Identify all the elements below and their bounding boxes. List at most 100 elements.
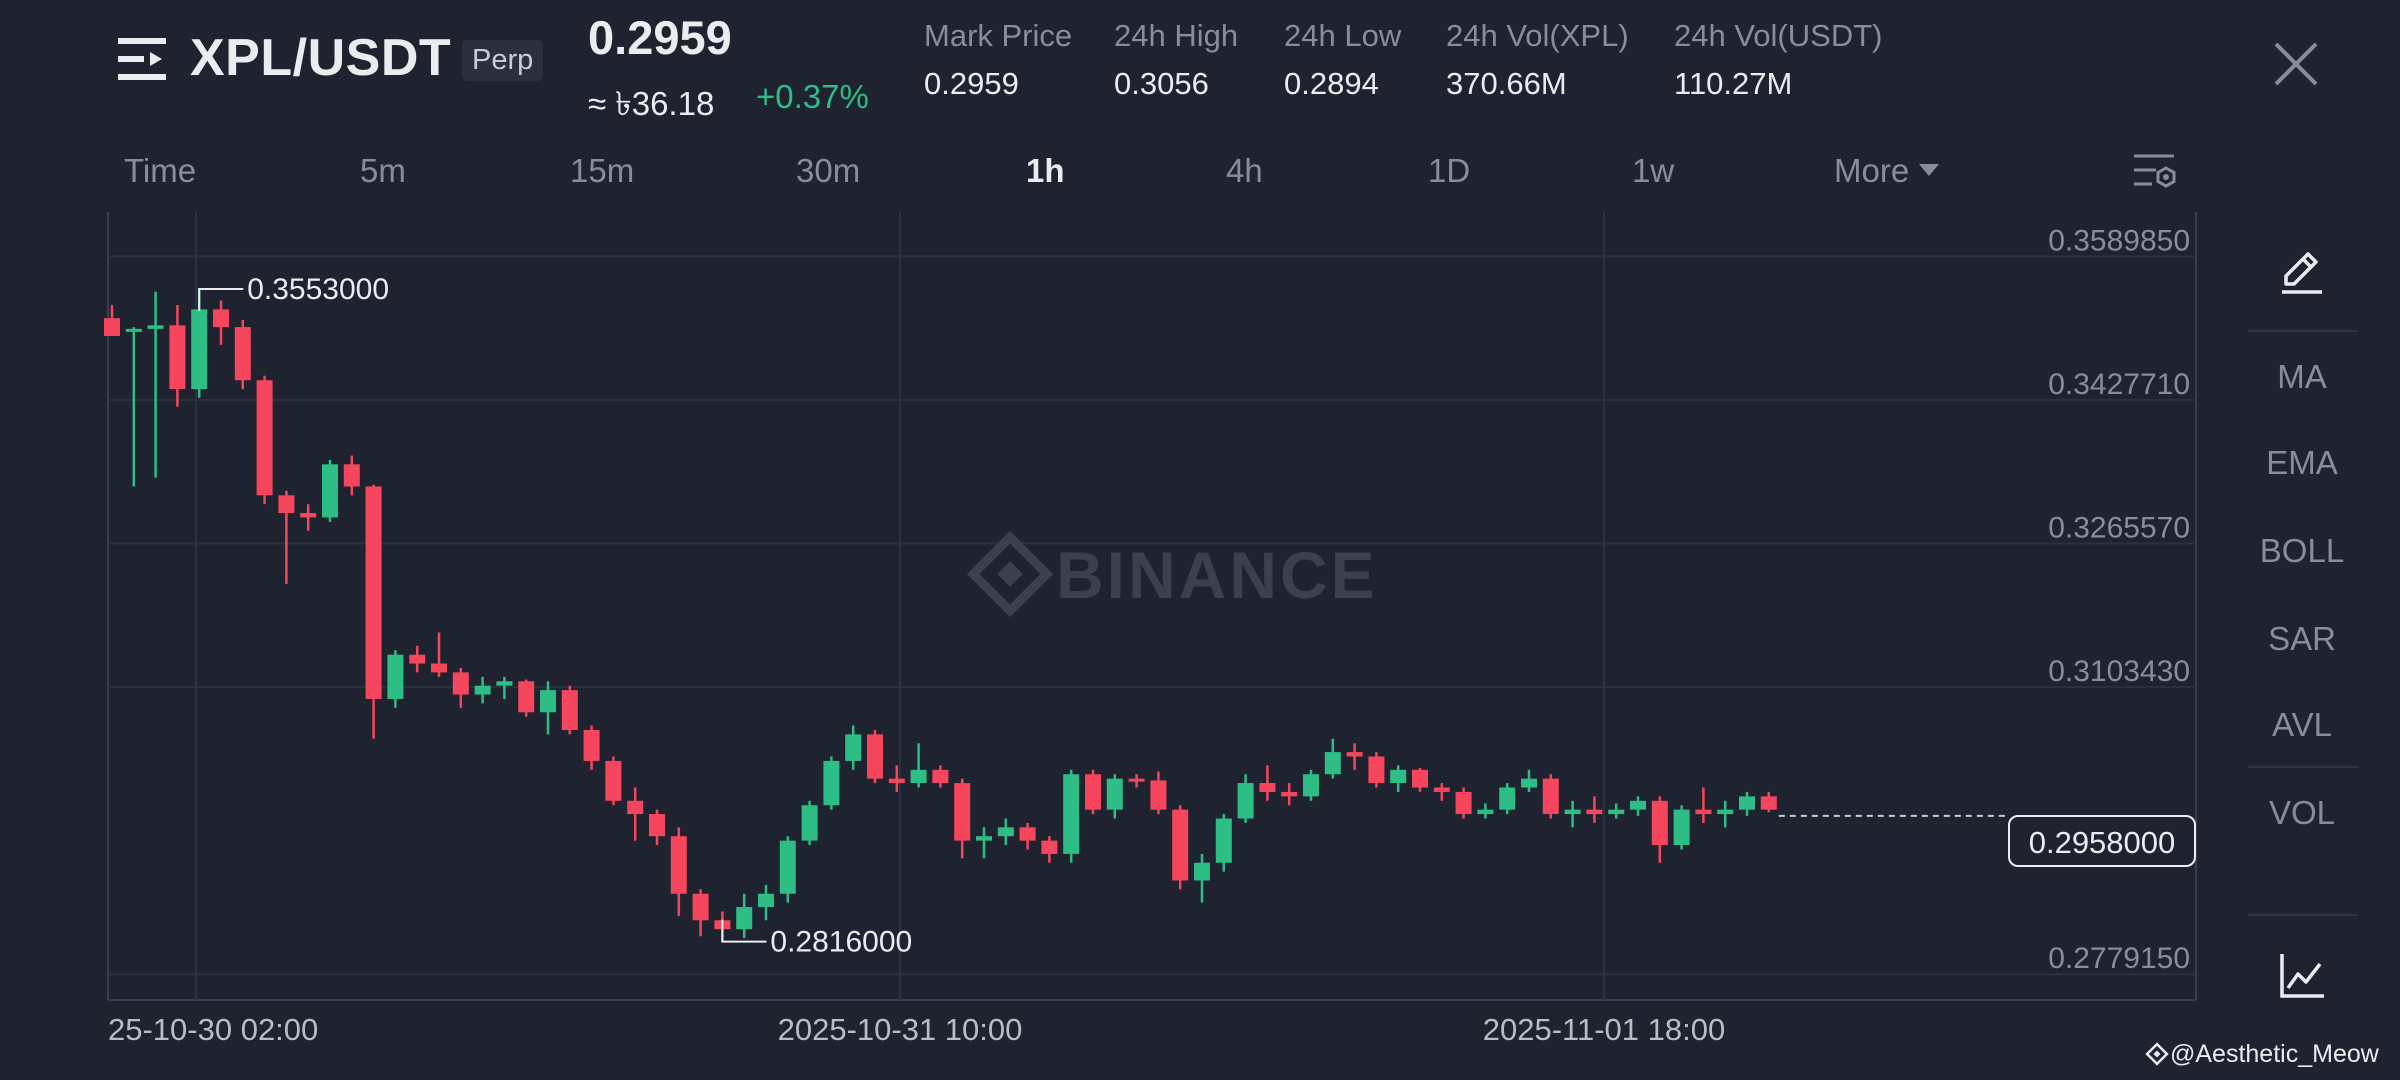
candle-body — [1521, 778, 1537, 788]
sidebar-divider — [2248, 766, 2358, 768]
tab-1d[interactable]: 1D — [1428, 152, 1471, 189]
candle-body — [452, 672, 469, 695]
binance-logo-icon — [2145, 1042, 2169, 1066]
candle — [1368, 752, 1385, 788]
candle — [1194, 853, 1210, 903]
candle — [1717, 800, 1734, 828]
tab-30m[interactable]: 30m — [796, 152, 861, 189]
candle-body — [1041, 840, 1058, 854]
candle-body — [1324, 752, 1341, 775]
indicator-ma[interactable]: MA — [2277, 358, 2327, 395]
y-axis-labels: 0.3589850 0.3427710 0.3265570 0.3103430 0.27… — [2048, 224, 2190, 975]
candle-body — [343, 464, 360, 487]
tab-5m[interactable]: 5m — [360, 152, 406, 189]
chart-settings-icon[interactable] — [2132, 150, 2178, 196]
candle — [736, 893, 753, 939]
y-tick-label: 0.2779150 — [2048, 942, 2190, 975]
candle — [823, 756, 840, 810]
candle-body — [1630, 800, 1646, 810]
tab-more-label: More — [1834, 152, 1910, 189]
candle-body — [496, 681, 513, 686]
candle — [867, 729, 883, 784]
indicator-boll[interactable]: BOLL — [2259, 532, 2345, 569]
candle-body — [670, 836, 687, 894]
candle-body — [1063, 774, 1080, 854]
candle — [1521, 769, 1537, 792]
indicator-vol[interactable]: VOL — [2268, 794, 2336, 831]
candle-body — [888, 778, 905, 784]
candle-body — [692, 893, 709, 921]
candle-body — [125, 328, 142, 332]
candle-body — [474, 685, 491, 695]
candle — [932, 765, 949, 788]
candle — [540, 681, 556, 735]
candle — [1172, 805, 1189, 890]
candle-body — [322, 464, 338, 518]
candle-body — [1390, 769, 1407, 784]
candle-body — [365, 486, 382, 699]
tab-more[interactable]: More — [1834, 152, 1940, 190]
tab-4h[interactable]: 4h — [1226, 152, 1263, 189]
x-axis-labels: 25-10-30 02:00 2025-10-31 10:00 2025-11-01… — [108, 1012, 1725, 1047]
candle — [1455, 787, 1472, 819]
indicator-ema[interactable]: EMA — [2266, 444, 2338, 481]
stat-value-24h-low: 0.2894 — [1284, 66, 1379, 101]
tab-1h[interactable]: 1h — [1026, 152, 1065, 189]
tab-15m[interactable]: 15m — [570, 152, 635, 189]
close-icon[interactable] — [2268, 36, 2324, 92]
candle-body — [1346, 752, 1363, 757]
candle — [1150, 771, 1167, 815]
candle-body — [147, 325, 164, 329]
candle — [1215, 814, 1232, 872]
y-tick-label: 0.3103430 — [2048, 655, 2190, 688]
candle-body — [1564, 809, 1581, 815]
candle-body — [1150, 780, 1167, 810]
candle-body — [213, 309, 229, 328]
x-tick-label: 2025-10-31 10:00 — [778, 1012, 1023, 1047]
tab-time[interactable]: Time — [124, 152, 197, 189]
pair-symbol[interactable]: XPL/USDT — [190, 29, 452, 87]
candle-body — [736, 907, 753, 930]
candle — [1673, 805, 1690, 850]
candle — [1630, 796, 1646, 816]
line-chart-icon[interactable] — [2276, 950, 2328, 1002]
candle — [1106, 774, 1123, 819]
candle-body — [1760, 796, 1777, 810]
candle — [1237, 774, 1254, 823]
stat-label-mark-price: Mark Price — [924, 18, 1073, 53]
candle — [1259, 765, 1276, 801]
high-marker-line — [198, 288, 244, 312]
high-marker-label: 0.3553000 — [247, 273, 389, 306]
candle — [125, 327, 142, 487]
candle — [888, 765, 905, 792]
draw-pen-icon[interactable] — [2276, 246, 2328, 298]
candle-body — [278, 495, 295, 514]
candle — [452, 667, 469, 708]
candle-body — [1739, 796, 1755, 810]
candle — [627, 787, 644, 841]
candle — [278, 490, 295, 584]
candle-body — [234, 327, 251, 381]
candle — [387, 650, 404, 708]
candle-body — [932, 769, 949, 784]
candle-body — [409, 654, 426, 664]
candle-body — [1586, 809, 1603, 815]
stat-label-24h-vol-base: 24h Vol(XPL) — [1446, 18, 1629, 53]
indicator-avl[interactable]: AVL — [2272, 706, 2332, 743]
tab-1w[interactable]: 1w — [1632, 152, 1675, 189]
candle — [1390, 765, 1407, 792]
candle-body — [1695, 809, 1712, 815]
contract-type-badge: Perp — [462, 40, 544, 81]
watermark-credit: @Aesthetic_Meow — [2144, 1040, 2379, 1069]
sidebar-divider — [2248, 330, 2358, 332]
candle — [1542, 774, 1559, 819]
candle — [1324, 738, 1341, 779]
menu-icon[interactable] — [118, 34, 168, 84]
candle-body — [910, 769, 927, 784]
candle-body — [954, 783, 971, 841]
candle-body — [1085, 774, 1101, 810]
indicator-sar[interactable]: SAR — [2268, 620, 2336, 657]
candle — [1303, 769, 1319, 801]
candle-body — [104, 318, 120, 336]
